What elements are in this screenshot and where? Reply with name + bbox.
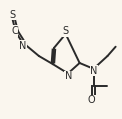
Text: C: C: [11, 26, 18, 36]
Text: N: N: [65, 71, 72, 81]
Text: S: S: [9, 10, 15, 20]
Text: S: S: [63, 26, 69, 36]
Text: O: O: [88, 95, 96, 105]
Text: N: N: [90, 66, 98, 76]
Text: N: N: [19, 41, 26, 51]
